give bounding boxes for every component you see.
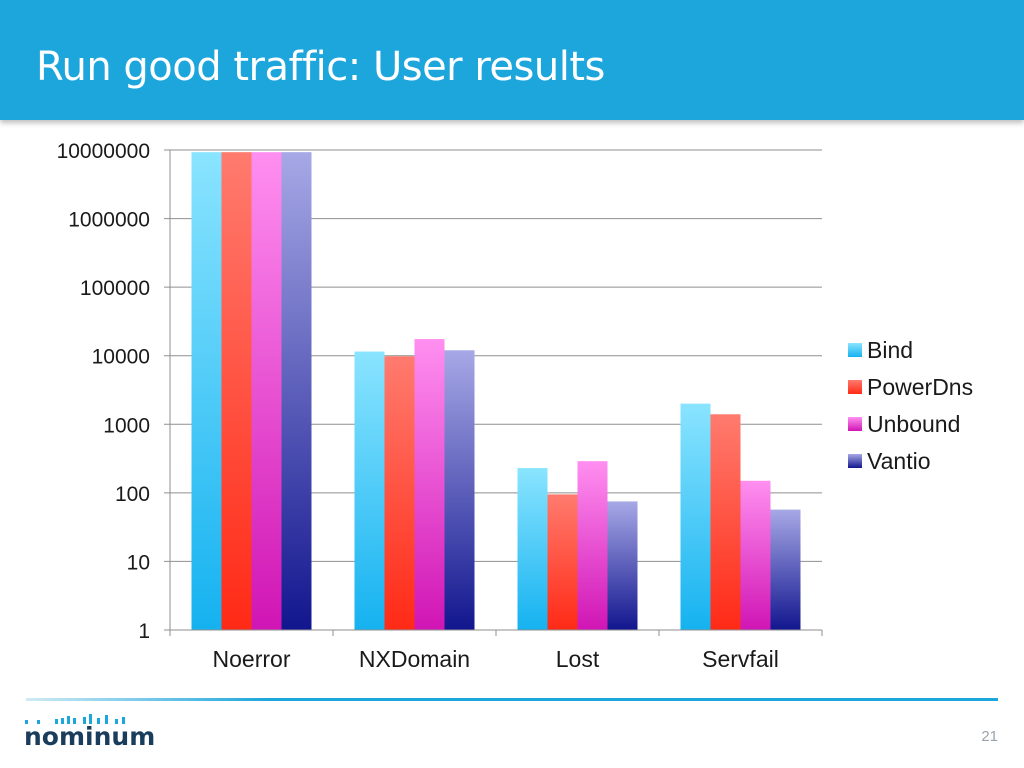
x-category-label: Servfail <box>702 646 779 672</box>
bar-vantio-noerror <box>281 152 312 630</box>
legend-swatch-unbound <box>848 417 862 431</box>
slide-title: Run good traffic: User results <box>36 44 605 90</box>
logo-text: nominum <box>24 722 156 751</box>
y-tick-label: 100 <box>115 483 150 506</box>
bar-powerdns-servfail <box>710 414 741 630</box>
x-category-label: NXDomain <box>359 646 470 672</box>
y-tick-label: 1000 <box>103 414 150 437</box>
y-tick-label: 1000000 <box>68 209 150 232</box>
bar-unbound-nxdomain <box>414 339 445 630</box>
y-tick-label: 10 <box>127 551 150 574</box>
bar-bind-nxdomain <box>354 351 385 630</box>
bar-bind-lost <box>517 468 548 630</box>
bar-vantio-lost <box>607 501 638 630</box>
bar-vantio-nxdomain <box>444 350 475 630</box>
slide-header: Run good traffic: User results <box>0 0 1024 120</box>
bar-powerdns-nxdomain <box>384 356 415 630</box>
bar-unbound-noerror <box>251 152 282 630</box>
page-number: 21 <box>981 728 998 745</box>
bar-unbound-servfail <box>740 480 771 630</box>
y-tick-label: 10000000 <box>57 140 150 163</box>
legend-label-bind: Bind <box>867 337 913 363</box>
bar-vantio-servfail <box>770 509 801 630</box>
footer-divider <box>26 698 998 701</box>
y-tick-label: 10000 <box>92 346 150 369</box>
bar-unbound-lost <box>577 461 608 630</box>
legend-label-vantio: Vantio <box>867 448 931 474</box>
nominum-logo: nominum <box>24 714 155 751</box>
x-category-label: Lost <box>556 646 600 672</box>
bar-powerdns-lost <box>547 494 578 630</box>
logo-bars-icon <box>25 714 125 724</box>
y-tick-label: 1 <box>138 620 150 643</box>
legend-swatch-bind <box>848 343 862 357</box>
legend-label-powerdns: PowerDns <box>867 374 973 400</box>
bar-bind-noerror <box>191 152 222 630</box>
y-tick-label: 100000 <box>80 277 150 300</box>
bar-powerdns-noerror <box>221 152 252 630</box>
legend-swatch-vantio <box>848 454 862 468</box>
bar-chart: 1 10 100 1000 10000 100000 1000000 10000000 Noer… <box>57 140 974 672</box>
legend-label-unbound: Unbound <box>867 411 960 437</box>
bar-bind-servfail <box>680 403 711 630</box>
legend-swatch-powerdns <box>848 380 862 394</box>
x-category-label: Noerror <box>213 646 291 672</box>
